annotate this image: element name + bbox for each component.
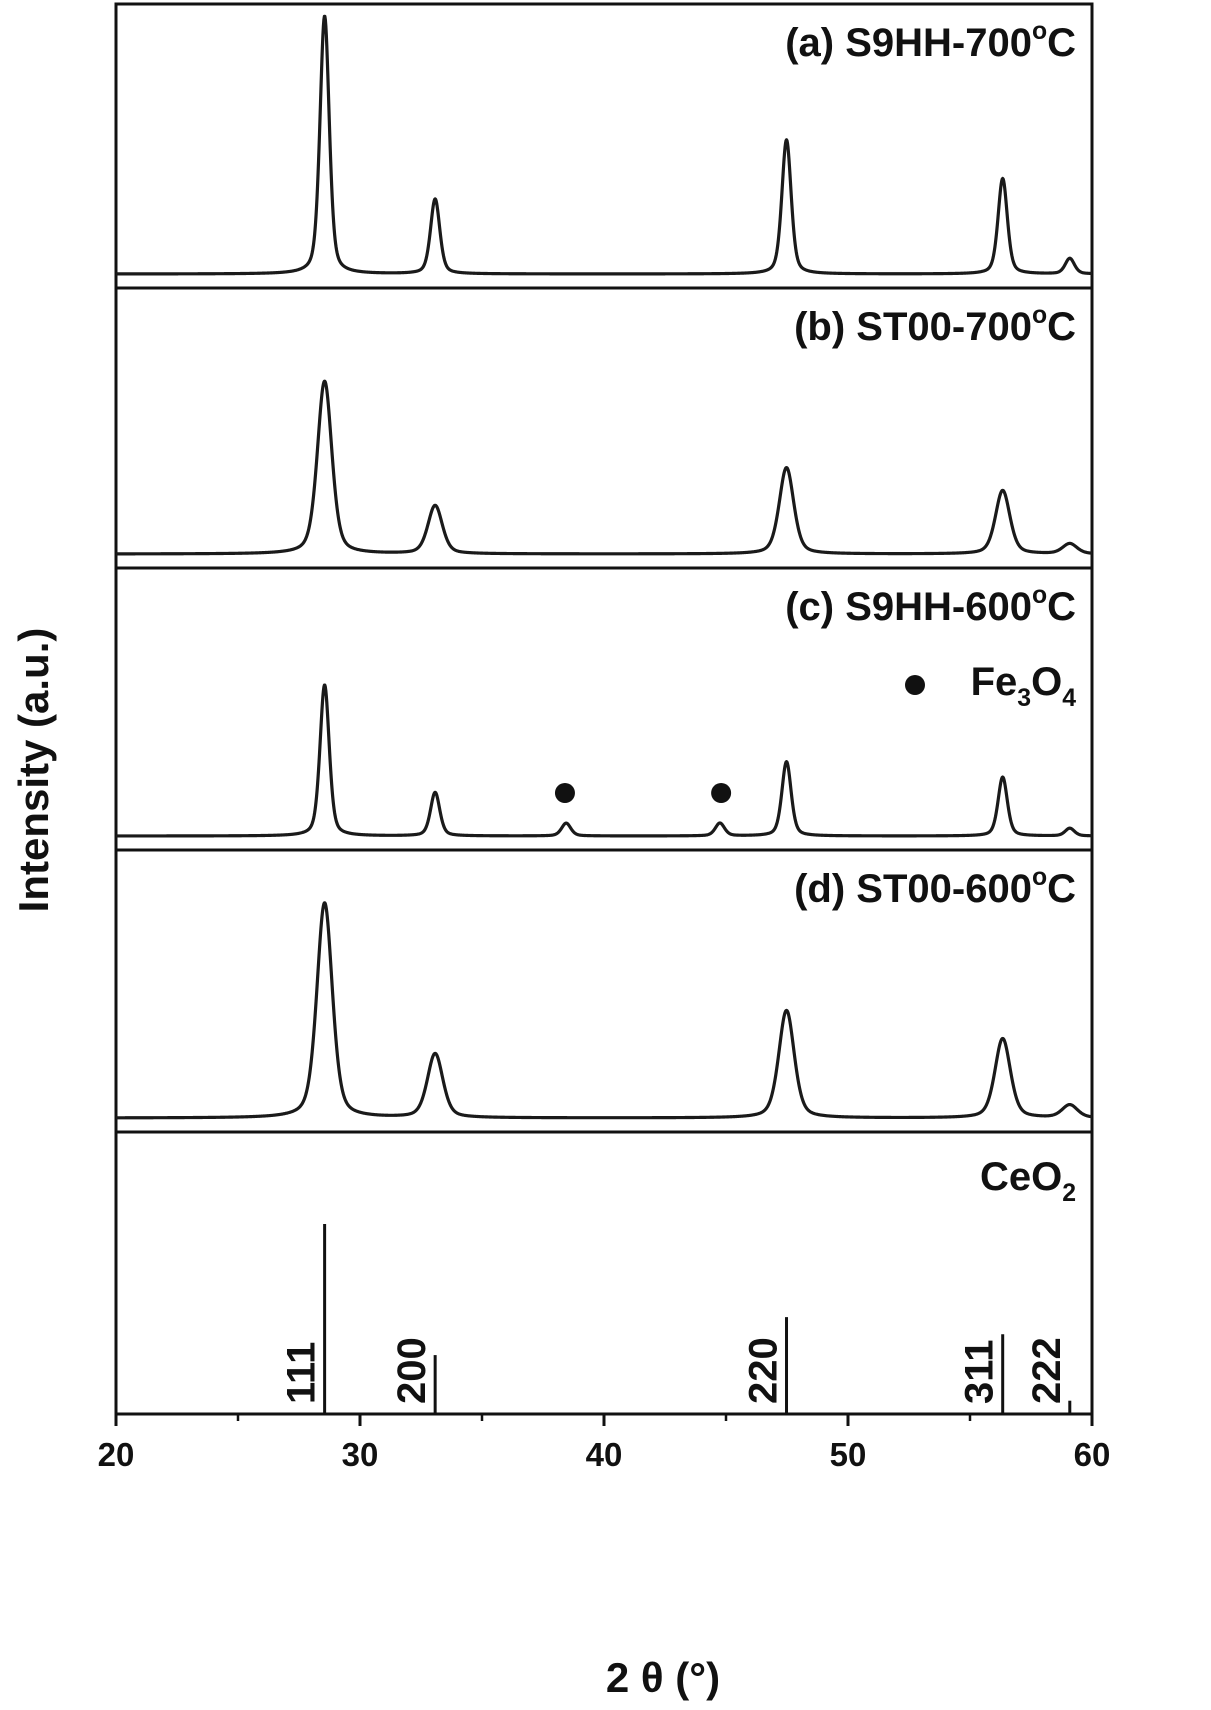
legend-label: Fe3O4 [971, 660, 1077, 712]
hkl-label: 111 [280, 1342, 324, 1404]
panels-group: (a) S9HH-700oC (b) ST00-700oC (c) S9HH-600… [114, 2, 1094, 1416]
reference-panel: CeO2 111 200 220 311 222 [114, 1130, 1094, 1416]
panel-d: (d) ST00-600oC [114, 848, 1094, 1134]
hkl-label: 311 [958, 1339, 1002, 1404]
hkl-label: 220 [742, 1337, 786, 1404]
xrd-pattern-line [114, 379, 1094, 556]
x-axis: 20 30 40 50 60 [98, 1414, 1111, 1473]
hkl-label: 200 [390, 1337, 434, 1404]
x-axis-title: 2 θ (°) [606, 1654, 720, 1701]
impurity-marker [711, 783, 732, 803]
xrd-pattern-line [114, 14, 1094, 276]
hkl-label: 222 [1025, 1337, 1069, 1404]
x-tick-label: 20 [98, 1436, 135, 1473]
legend-marker-dot [905, 675, 925, 695]
panel-label: (c) S9HH-600oC [785, 582, 1076, 629]
xrd-pattern-line [114, 683, 1094, 838]
x-tick-label: 30 [342, 1436, 379, 1473]
panel-frame [114, 1130, 1094, 1416]
panel-label: (d) ST00-600oC [794, 864, 1076, 911]
x-tick-label: 60 [1074, 1436, 1111, 1473]
x-tick-label: 50 [830, 1436, 867, 1473]
panel-c: (c) S9HH-600oC Fe3O4 [114, 566, 1094, 852]
y-axis-title: Intensity (a.u.) [10, 628, 57, 913]
impurity-marker [554, 783, 575, 803]
impurity-legend: Fe3O4 [905, 660, 1076, 712]
reference-label: CeO2 [980, 1155, 1076, 1207]
panel-label: (a) S9HH-700oC [785, 18, 1076, 65]
x-tick-label: 40 [586, 1436, 623, 1473]
xrd-pattern-line [114, 901, 1094, 1120]
panel-a: (a) S9HH-700oC [114, 2, 1094, 290]
panel-label: (b) ST00-700oC [794, 302, 1076, 349]
panel-b: (b) ST00-700oC [114, 286, 1094, 570]
